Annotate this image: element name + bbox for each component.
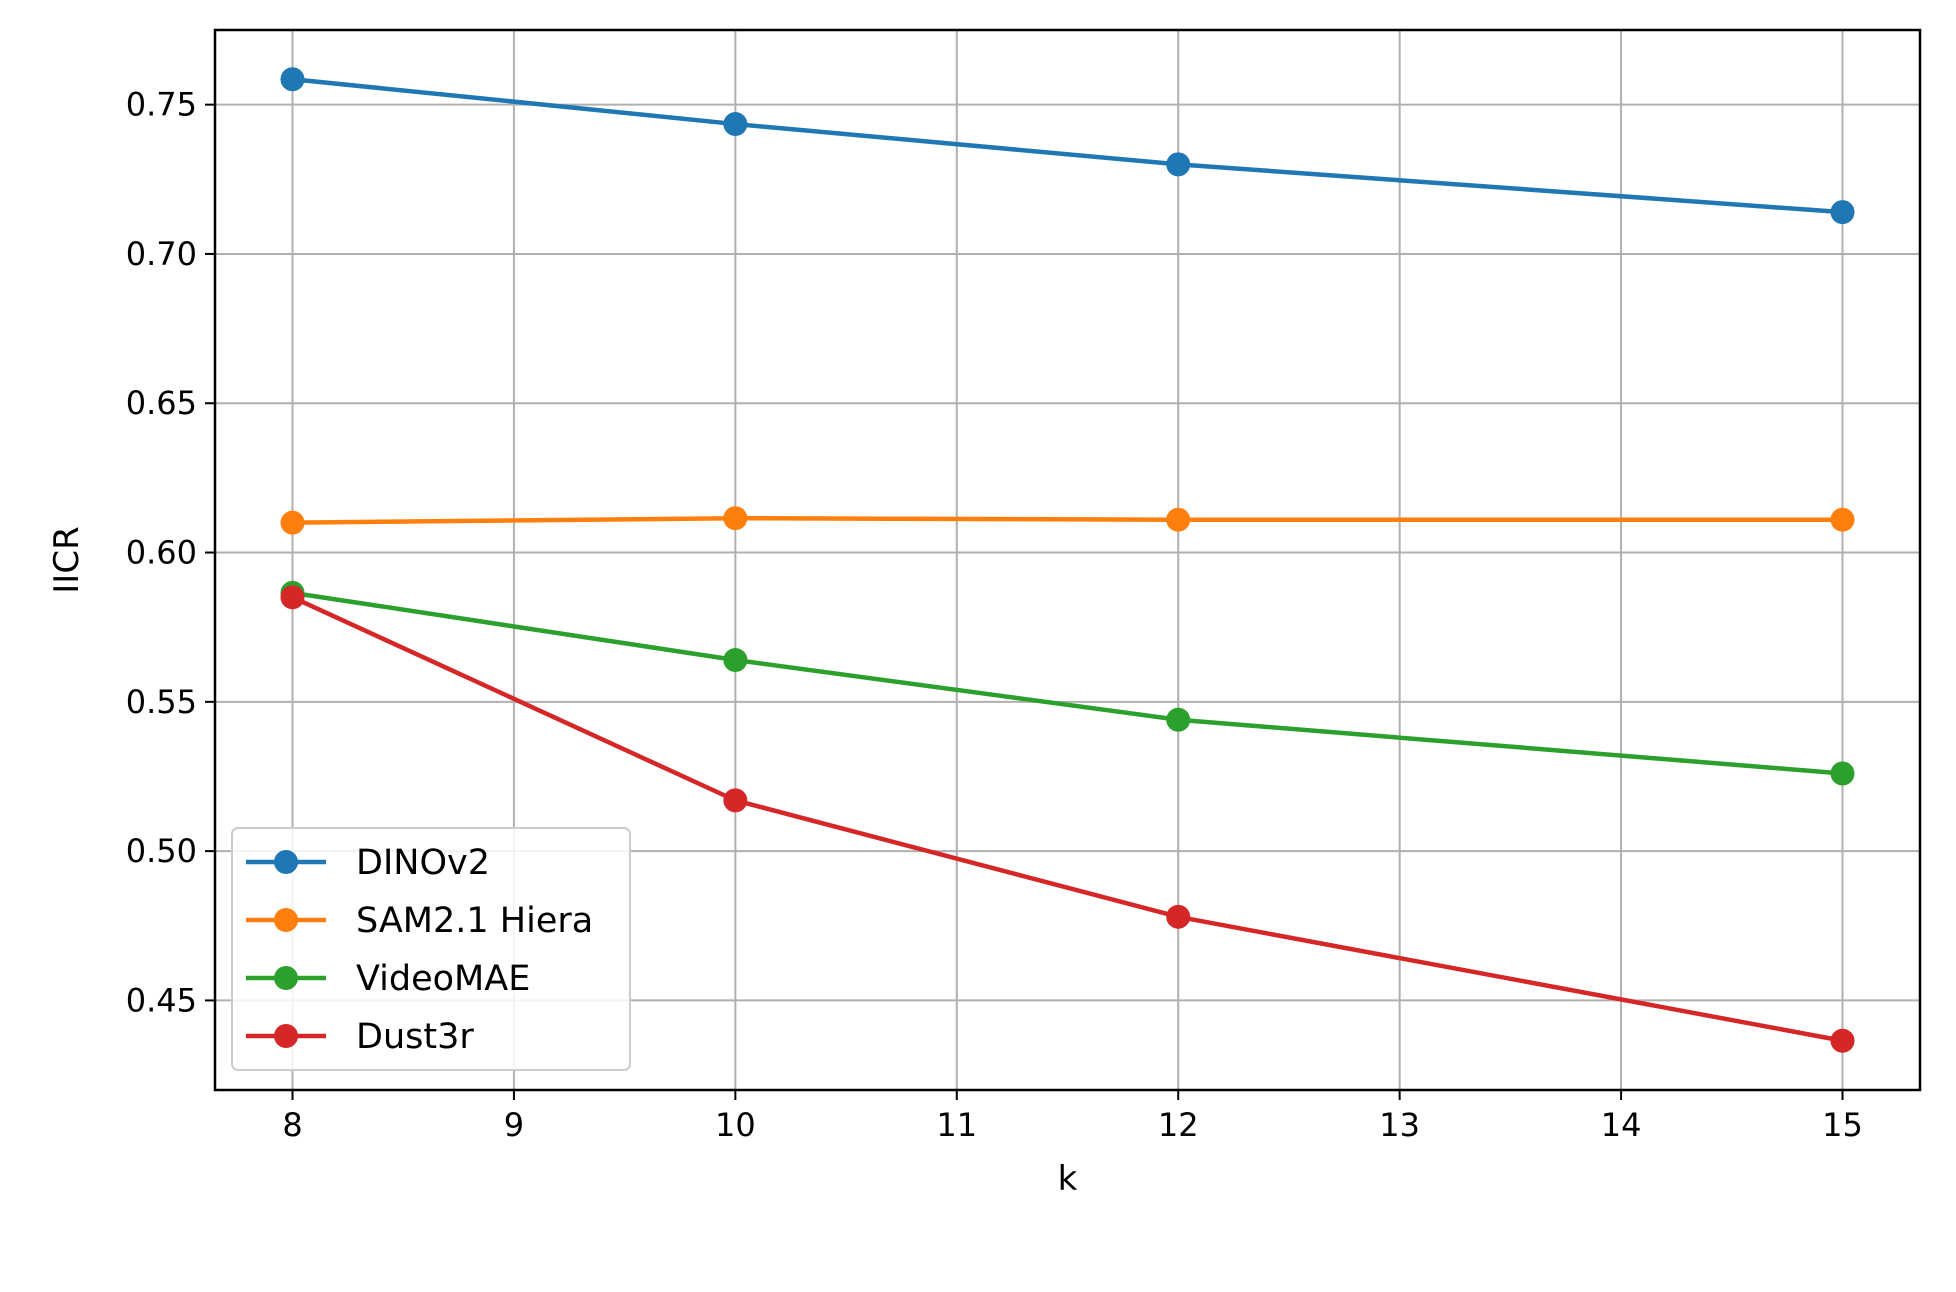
legend-item: DINOv2 — [246, 843, 490, 883]
data-point — [723, 648, 748, 673]
legend-marker — [274, 966, 298, 990]
series-dust3r — [280, 585, 1855, 1053]
legend: DINOv2 SAM2.1 Hiera VideoMAE Dust3r — [231, 827, 631, 1071]
legend-label: VideoMAE — [356, 959, 530, 999]
x-tick-label: 13 — [1379, 1106, 1420, 1144]
y-tick-label: 0.65 — [126, 384, 197, 422]
x-tick-label: 10 — [715, 1106, 756, 1144]
data-point — [723, 112, 748, 137]
data-point — [280, 67, 305, 92]
legend-label: DINOv2 — [356, 843, 490, 883]
x-tick-label: 9 — [504, 1106, 524, 1144]
series-line — [292, 590, 1843, 776]
axis-ticks: 8 9 10 11 12 13 14 15 0.45 0.50 0.55 0.60 0.65 0.70 0.… — [126, 86, 1863, 1144]
series-line — [292, 515, 1843, 525]
legend-item: Dust3r — [246, 1017, 474, 1057]
legend-box — [231, 827, 631, 1071]
y-tick-label: 0.45 — [126, 981, 197, 1019]
legend-label: Dust3r — [356, 1017, 474, 1057]
y-tick-label: 0.55 — [126, 683, 197, 721]
series-line — [291, 595, 1843, 1043]
y-axis-title: IICR — [47, 526, 87, 593]
data-point — [1166, 507, 1191, 532]
y-tick-label: 0.60 — [126, 534, 197, 572]
y-tick-label: 0.75 — [126, 86, 197, 124]
data-point — [280, 585, 305, 610]
data-point — [1166, 707, 1191, 732]
data-point — [1166, 904, 1191, 929]
x-axis-title: k — [1058, 1159, 1078, 1199]
y-tick-label: 0.50 — [126, 832, 197, 870]
series-sam2-1-hiera — [280, 506, 1855, 535]
data-point — [1830, 1028, 1855, 1053]
series-layer — [280, 67, 1855, 1053]
x-tick-label: 15 — [1822, 1106, 1863, 1144]
x-tick-label: 8 — [282, 1106, 302, 1144]
x-tick-label: 14 — [1601, 1106, 1642, 1144]
data-point — [723, 506, 748, 531]
data-point — [1830, 761, 1855, 786]
plot-frame — [213, 28, 1922, 1092]
data-point — [280, 510, 305, 535]
data-point — [1830, 507, 1855, 532]
series-line — [292, 77, 1843, 215]
data-point — [1166, 152, 1191, 177]
legend-marker — [274, 850, 298, 874]
legend-marker — [274, 1024, 298, 1048]
series-dinov2 — [280, 67, 1855, 225]
legend-item: VideoMAE — [246, 959, 530, 999]
y-tick-label: 0.70 — [126, 235, 197, 273]
legend-item: SAM2.1 Hiera — [246, 901, 593, 941]
x-tick-label: 11 — [936, 1106, 977, 1144]
legend-marker — [274, 908, 298, 932]
legend-label: SAM2.1 Hiera — [356, 901, 593, 941]
series-videomae — [280, 580, 1855, 786]
data-point — [723, 788, 748, 813]
data-point — [1830, 200, 1855, 225]
x-tick-label: 12 — [1158, 1106, 1199, 1144]
